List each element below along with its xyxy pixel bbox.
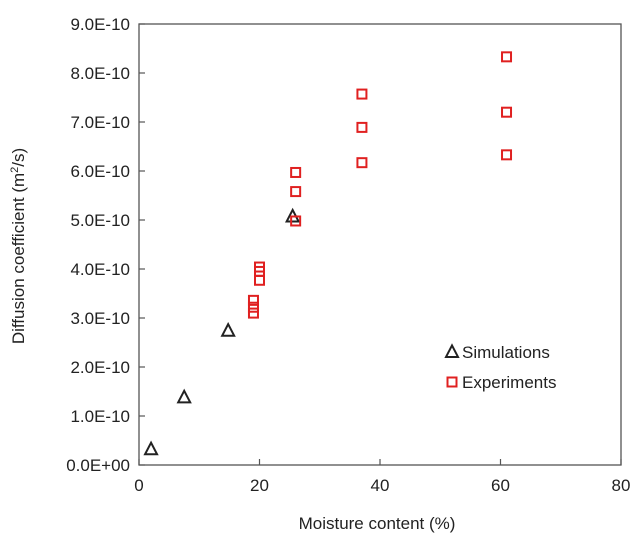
- y-tick-label: 8.0E-10: [70, 64, 130, 83]
- experiment-point: [356, 121, 368, 133]
- y-axis: 0.0E+00 1.0E-10 2.0E-10 3.0E-10 4.0E-10 5.0E-…: [66, 15, 145, 475]
- x-axis: 0 20 40 60 80: [134, 459, 630, 495]
- simulation-point: [143, 440, 159, 456]
- x-tick-label: 80: [612, 476, 631, 495]
- data-points: [143, 51, 513, 456]
- experiment-point: [290, 186, 302, 198]
- y-tick-label: 6.0E-10: [70, 162, 130, 181]
- y-axis-title: Diffusion coefficient (m2/s): [9, 148, 28, 344]
- x-tick-label: 20: [250, 476, 269, 495]
- experiment-point: [501, 149, 513, 161]
- plot-border: [138, 23, 622, 466]
- experiment-point: [501, 51, 513, 63]
- legend-item-simulations: Simulations: [444, 343, 550, 362]
- experiment-point: [501, 106, 513, 118]
- y-tick-label: 0.0E+00: [66, 456, 130, 475]
- experiment-point: [247, 301, 259, 313]
- experiment-point: [290, 215, 302, 227]
- experiment-point: [254, 274, 265, 286]
- legend-item-experiments: Experiments: [446, 373, 556, 392]
- y-axis-title-superscript: 2: [9, 167, 21, 173]
- series-experiments: [247, 51, 513, 319]
- legend-label: Simulations: [462, 343, 550, 362]
- experiment-point: [356, 88, 368, 100]
- series-simulations: [143, 207, 301, 456]
- legend: Simulations Experiments: [444, 343, 556, 392]
- y-axis-title-end: /s): [9, 148, 28, 167]
- x-axis-title: Moisture content (%): [299, 514, 456, 533]
- legend-marker: [444, 343, 460, 358]
- legend-marker: [446, 376, 458, 388]
- y-tick-label: 7.0E-10: [70, 113, 130, 132]
- y-tick-label: 2.0E-10: [70, 358, 130, 377]
- experiment-point: [247, 294, 259, 306]
- plot-area: [138, 23, 622, 466]
- experiment-point: [254, 261, 265, 273]
- simulation-point: [220, 321, 236, 337]
- simulation-point: [176, 388, 192, 404]
- x-tick-label: 0: [134, 476, 143, 495]
- experiment-point: [290, 166, 302, 178]
- y-tick-label: 4.0E-10: [70, 260, 130, 279]
- y-axis-title-main: Diffusion coefficient (m: [9, 173, 28, 344]
- y-tick-label: 5.0E-10: [70, 211, 130, 230]
- x-tick-label: 40: [371, 476, 390, 495]
- y-tick-label: 9.0E-10: [70, 15, 130, 34]
- legend-label: Experiments: [462, 373, 556, 392]
- experiment-point: [247, 307, 259, 319]
- y-tick-label: 1.0E-10: [70, 407, 130, 426]
- x-tick-label: 60: [491, 476, 510, 495]
- experiment-point: [356, 157, 368, 169]
- y-tick-label: 3.0E-10: [70, 309, 130, 328]
